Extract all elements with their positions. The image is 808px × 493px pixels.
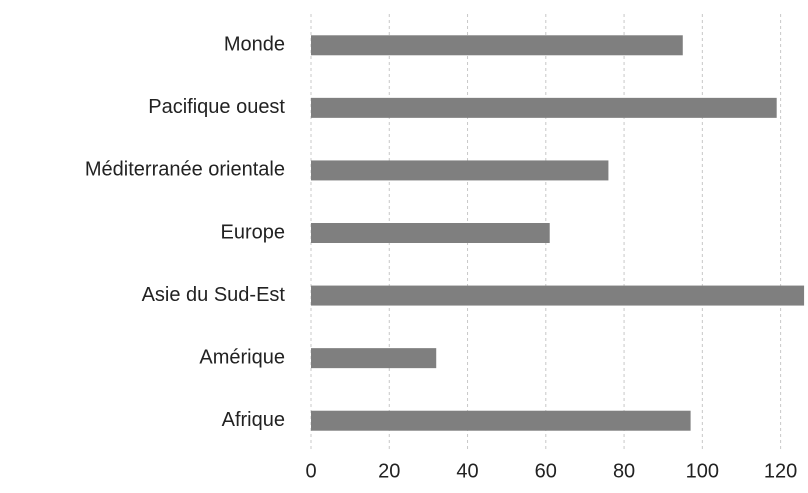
bar (311, 35, 683, 56)
y-tick-label: Europe (221, 221, 286, 243)
x-tick-label: 60 (535, 460, 557, 482)
x-tick-label: 0 (305, 460, 316, 482)
y-tick-label: Méditerranée orientale (85, 159, 285, 181)
y-tick-label: Monde (224, 34, 285, 56)
x-tick-label: 120 (764, 460, 797, 482)
bar (311, 348, 437, 369)
x-tick-label: 20 (378, 460, 400, 482)
bar (311, 285, 805, 306)
y-tick-label: Afrique (222, 409, 285, 431)
y-tick-label: Amérique (199, 346, 285, 368)
x-tick-label: 40 (456, 460, 478, 482)
bar (311, 223, 550, 243)
y-tick-label: Pacifique ouest (148, 96, 285, 118)
x-tick-label: 100 (686, 460, 719, 482)
bar (311, 410, 691, 431)
y-tick-label: Asie du Sud-Est (142, 284, 286, 306)
x-tick-label: 80 (613, 460, 635, 482)
bar (311, 97, 777, 118)
bar (311, 160, 609, 181)
